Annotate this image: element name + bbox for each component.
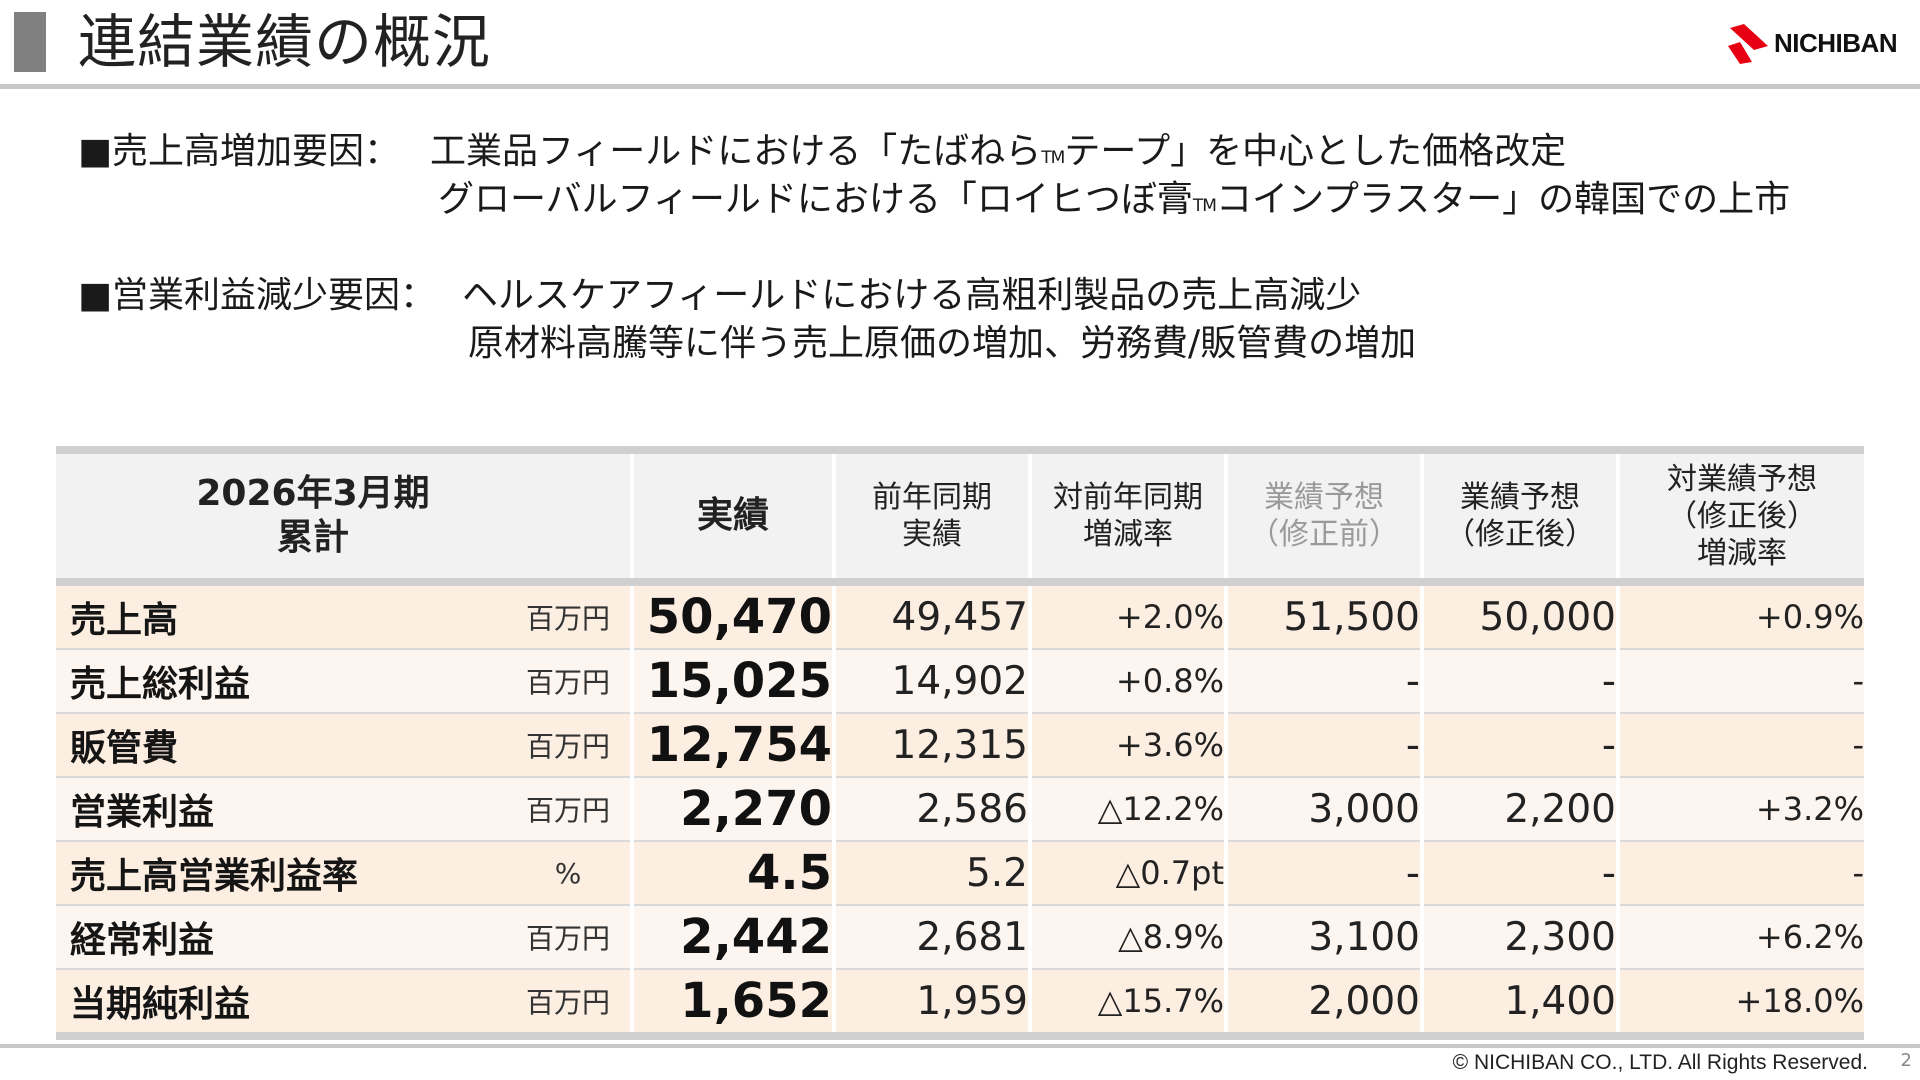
row-actual: 2,442 — [630, 904, 834, 969]
trademark-mark: TM — [1041, 148, 1065, 168]
copyright-notice: © NICHIBAN CO., LTD. All Rights Reserved… — [1452, 1051, 1868, 1074]
header-vs-forecast-rate: 対業績予想 （修正後） 増減率 — [1616, 454, 1864, 578]
row-vs-forecast: - — [1616, 648, 1864, 713]
table-row: 経常利益 百万円 2,442 2,681 △8.9% 3,100 2,300 +… — [56, 904, 1864, 969]
header-yoy-rate: 対前年同期 増減率 — [1028, 454, 1226, 578]
table-bottom-rule — [56, 1032, 1864, 1040]
header-prev-year: 前年同期 実績 — [832, 454, 1030, 578]
table-row: 売上高営業利益率 % 4.5 5.2 △0.7pt - - - — [56, 840, 1864, 905]
row-forecast-after: 1,400 — [1420, 968, 1618, 1032]
row-prev: 2,681 — [832, 904, 1030, 969]
header-divider — [0, 84, 1920, 89]
footer-divider — [0, 1044, 1920, 1048]
row-forecast-before: 3,100 — [1224, 904, 1422, 969]
row-item: 経常利益 — [56, 904, 506, 969]
row-prev: 14,902 — [832, 648, 1030, 713]
row-item: 販管費 — [56, 712, 506, 777]
row-actual: 12,754 — [630, 712, 834, 777]
header-actual: 実績 — [630, 454, 834, 578]
row-prev: 2,586 — [832, 776, 1030, 841]
row-forecast-before: - — [1224, 648, 1422, 713]
row-unit: 百万円 — [506, 776, 632, 841]
header-forecast-before: 業績予想 （修正前） — [1224, 454, 1422, 578]
row-vs-forecast: +18.0% — [1616, 968, 1864, 1032]
row-vs-forecast: +3.2% — [1616, 776, 1864, 841]
results-table: 2026年3月期 累計 実績 前年同期 実績 対前年同期 増減率 業績予想 （修正前） … — [56, 446, 1864, 1040]
row-unit: 百万円 — [506, 586, 632, 649]
row-yoy: +3.6% — [1028, 712, 1226, 777]
row-actual: 15,025 — [630, 648, 834, 713]
table-row: 営業利益 百万円 2,270 2,586 △12.2% 3,000 2,200 … — [56, 776, 1864, 841]
row-vs-forecast: +6.2% — [1616, 904, 1864, 969]
trademark-mark: TM — [1192, 196, 1217, 216]
row-prev: 12,315 — [832, 712, 1030, 777]
row-forecast-before: - — [1224, 840, 1422, 905]
row-item: 売上総利益 — [56, 648, 506, 713]
table-row: 当期純利益 百万円 1,652 1,959 △15.7% 2,000 1,400… — [56, 968, 1864, 1032]
bullet-line: 原材料高騰等に伴う売上原価の増加、労務費/販管費の増加 — [468, 323, 1417, 364]
row-vs-forecast: - — [1616, 840, 1864, 905]
row-vs-forecast: - — [1616, 712, 1864, 777]
row-yoy: △0.7pt — [1028, 840, 1226, 905]
bullet-line: 工業品フィールドにおける「たばねらTMテープ」を中心とした価格改定 — [430, 131, 1567, 172]
row-prev: 5.2 — [832, 840, 1030, 905]
row-actual: 50,470 — [630, 586, 834, 649]
table-row: 販管費 百万円 12,754 12,315 +3.6% - - - — [56, 712, 1864, 777]
row-forecast-before: - — [1224, 712, 1422, 777]
bullet-lead: ■営業利益減少要因： — [78, 275, 437, 316]
row-forecast-after: 2,300 — [1420, 904, 1618, 969]
row-forecast-before: 51,500 — [1224, 586, 1422, 649]
bullet-lead: ■売上高増加要因： — [78, 131, 401, 172]
page-title: 連結業績の概況 — [78, 8, 492, 76]
row-forecast-before: 3,000 — [1224, 776, 1422, 841]
row-actual: 2,270 — [630, 776, 834, 841]
row-forecast-after: - — [1420, 840, 1618, 905]
bullet-line: グローバルフィールドにおける「ロイヒつぼ膏TMコインプラスター」の韓国での上市 — [438, 179, 1791, 220]
header-forecast-after: 業績予想 （修正後） — [1420, 454, 1618, 578]
row-forecast-after: 50,000 — [1420, 586, 1618, 649]
header-period: 2026年3月期 累計 — [56, 454, 632, 578]
row-unit: 百万円 — [506, 712, 632, 777]
row-unit: 百万円 — [506, 648, 632, 713]
row-item: 営業利益 — [56, 776, 506, 841]
row-yoy: △15.7% — [1028, 968, 1226, 1032]
row-prev: 49,457 — [832, 586, 1030, 649]
row-yoy: △8.9% — [1028, 904, 1226, 969]
nichiban-logo-icon — [1728, 24, 1768, 64]
row-yoy: +0.8% — [1028, 648, 1226, 713]
row-yoy: △12.2% — [1028, 776, 1226, 841]
row-unit: 百万円 — [506, 968, 632, 1032]
table-row: 売上高 百万円 50,470 49,457 +2.0% 51,500 50,00… — [56, 586, 1864, 649]
row-item: 売上高 — [56, 586, 506, 649]
row-forecast-after: 2,200 — [1420, 776, 1618, 841]
title-accent-bar — [14, 12, 46, 72]
logo-wordmark: NICHIBAN — [1774, 28, 1898, 58]
row-actual: 4.5 — [630, 840, 834, 905]
row-yoy: +2.0% — [1028, 586, 1226, 649]
row-forecast-before: 2,000 — [1224, 968, 1422, 1032]
row-unit: 百万円 — [506, 904, 632, 969]
row-item: 売上高営業利益率 — [56, 840, 506, 905]
row-actual: 1,652 — [630, 968, 834, 1032]
table-row: 売上総利益 百万円 15,025 14,902 +0.8% - - - — [56, 648, 1864, 713]
row-forecast-after: - — [1420, 712, 1618, 777]
company-logo: NICHIBAN — [1726, 20, 1906, 66]
header-divider-rule — [56, 578, 1864, 586]
row-unit: % — [506, 840, 632, 905]
row-prev: 1,959 — [832, 968, 1030, 1032]
row-item: 当期純利益 — [56, 968, 506, 1032]
row-vs-forecast: +0.9% — [1616, 586, 1864, 649]
table-top-rule — [56, 446, 1864, 454]
row-forecast-after: - — [1420, 648, 1618, 713]
bullet-line: ヘルスケアフィールドにおける高粗利製品の売上高減少 — [462, 275, 1362, 316]
page-number: 2 — [1900, 1050, 1912, 1071]
